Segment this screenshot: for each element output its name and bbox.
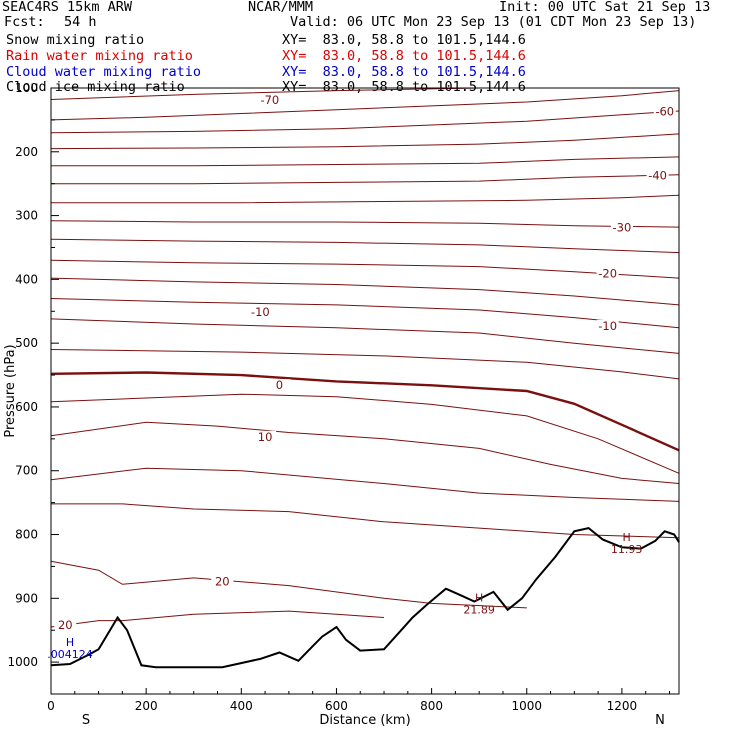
isotherm-contours — [50, 87, 680, 628]
y-tick-label: 400 — [15, 272, 38, 286]
isotherm-line-15 — [50, 393, 680, 474]
isotherm-line-14 — [50, 371, 680, 452]
extremum-symbol-0: H — [66, 636, 74, 649]
isotherm-line-7 — [50, 220, 680, 228]
isotherm-line-5 — [51, 174, 680, 185]
y-tick-label: 900 — [15, 591, 38, 605]
contour-label: 0 — [276, 378, 283, 392]
x-tick-label: 1000 — [511, 699, 542, 713]
axes: 0 200 400 600 800 1000 12001002003004005006007… — [7, 81, 670, 713]
terrain-layer — [50, 527, 680, 669]
y-tick-label: 600 — [15, 400, 38, 414]
forecast-label: Fcst: — [4, 14, 45, 30]
contour-label-bg — [268, 379, 291, 392]
contour-label: -10 — [598, 319, 617, 333]
extremum-value-0: .004124 — [47, 648, 93, 661]
field-cloud-ice-xy: XY= 83.0, 58.8 to 101.5,144.6 — [282, 79, 526, 95]
plot-frame — [50, 87, 680, 695]
extremum-value-1: 21.89 — [463, 604, 495, 617]
contour-label-bg — [54, 619, 77, 632]
extremum-value-2: 11.93 — [611, 543, 643, 556]
contour-label: 10 — [258, 430, 273, 444]
isotherm-line-19 — [50, 560, 527, 609]
init-time: Init: 00 UTC Sat 21 Sep 13 — [499, 0, 711, 15]
y-axis-title: Pressure (hPa) — [3, 344, 18, 437]
contour-label-bg — [249, 305, 272, 318]
contour-label: -70 — [260, 93, 279, 107]
contour-label: -20 — [598, 267, 617, 281]
valid-time: Valid: 06 UTC Mon 23 Sep 13 (01 CDT Mon … — [290, 14, 697, 30]
field-cloud-water-xy: XY= 83.0, 58.8 to 101.5,144.6 — [282, 64, 526, 80]
y-tick-label: 100 — [15, 81, 38, 95]
x-tick-label: 400 — [230, 699, 253, 713]
contour-labels: -70 -60 -40 -30 -20 -10 -10 0 10 20 20 — [54, 93, 676, 632]
y-tick-label: 200 — [15, 145, 38, 159]
model-name: SEAC4RS 15km ARW — [2, 0, 133, 15]
isotherm-line-16 — [50, 421, 680, 484]
field-rain-label: Rain water mixing ratio — [6, 48, 193, 64]
field-cloud-water-label: Cloud water mixing ratio — [6, 64, 202, 80]
isotherm-line-11 — [50, 298, 680, 329]
contour-label-bg — [258, 94, 281, 107]
contour-label-bg — [653, 105, 676, 118]
isotherm-line-2 — [50, 110, 680, 134]
right-endpoint-label: N — [655, 713, 665, 728]
isotherm-line-20 — [50, 610, 385, 628]
isotherm-line-1 — [50, 90, 680, 121]
contour-label: -10 — [251, 305, 270, 319]
y-tick-label: 700 — [15, 464, 38, 478]
extremum-symbol-2: H — [623, 531, 631, 544]
field-snow-label: Snow mixing ratio — [6, 32, 145, 48]
contour-label-bg — [646, 169, 669, 182]
contour-label: -60 — [655, 105, 674, 119]
extremum-symbol-1: H — [475, 592, 483, 605]
x-tick-label: 600 — [325, 699, 348, 713]
field-cloud-ice-label: Cloud ice mixing ratio — [6, 79, 185, 95]
contour-label: 20 — [58, 618, 73, 632]
contour-label: 20 — [215, 575, 230, 589]
contour-label-bg — [254, 430, 277, 443]
isotherm-line-8 — [50, 238, 680, 254]
field-snow-xy: XY= 83.0, 58.8 to 101.5,144.6 — [282, 32, 526, 48]
isotherm-line-10 — [50, 277, 680, 306]
org-name: NCAR/MMM — [248, 0, 314, 15]
field-rain-xy: XY= 83.0, 58.8 to 101.5,144.6 — [282, 48, 526, 64]
x-axis-title: Distance (km) — [319, 713, 410, 728]
x-tick-label: 1200 — [607, 699, 638, 713]
contour-label-bg — [610, 221, 633, 234]
isotherm-line-12 — [50, 318, 680, 354]
terrain-line — [50, 527, 680, 669]
isotherm-line-17 — [50, 467, 680, 502]
x-tick-label: 200 — [135, 699, 158, 713]
contour-label: -40 — [648, 168, 667, 182]
contour-label-bg — [211, 575, 234, 588]
x-tick-label: 0 — [47, 699, 55, 713]
y-tick-label: 800 — [15, 528, 38, 542]
left-endpoint-label: S — [82, 713, 90, 728]
isotherm-line-6 — [51, 194, 680, 204]
y-tick-label: 300 — [15, 209, 38, 223]
forecast-hour: 54 h — [64, 14, 97, 30]
y-tick-label: 1000 — [7, 655, 38, 669]
y-tick-label: 500 — [15, 336, 38, 350]
isotherm-line-18 — [51, 503, 680, 539]
isotherm-line-3 — [50, 133, 680, 150]
contour-label-bg — [596, 267, 619, 280]
isotherm-line-13 — [50, 349, 680, 380]
x-tick-label: 800 — [420, 699, 443, 713]
contour-label: -30 — [613, 221, 632, 235]
isotherm-line-9 — [50, 259, 680, 279]
contour-label-bg — [596, 319, 619, 332]
isotherm-line-4 — [51, 156, 680, 167]
